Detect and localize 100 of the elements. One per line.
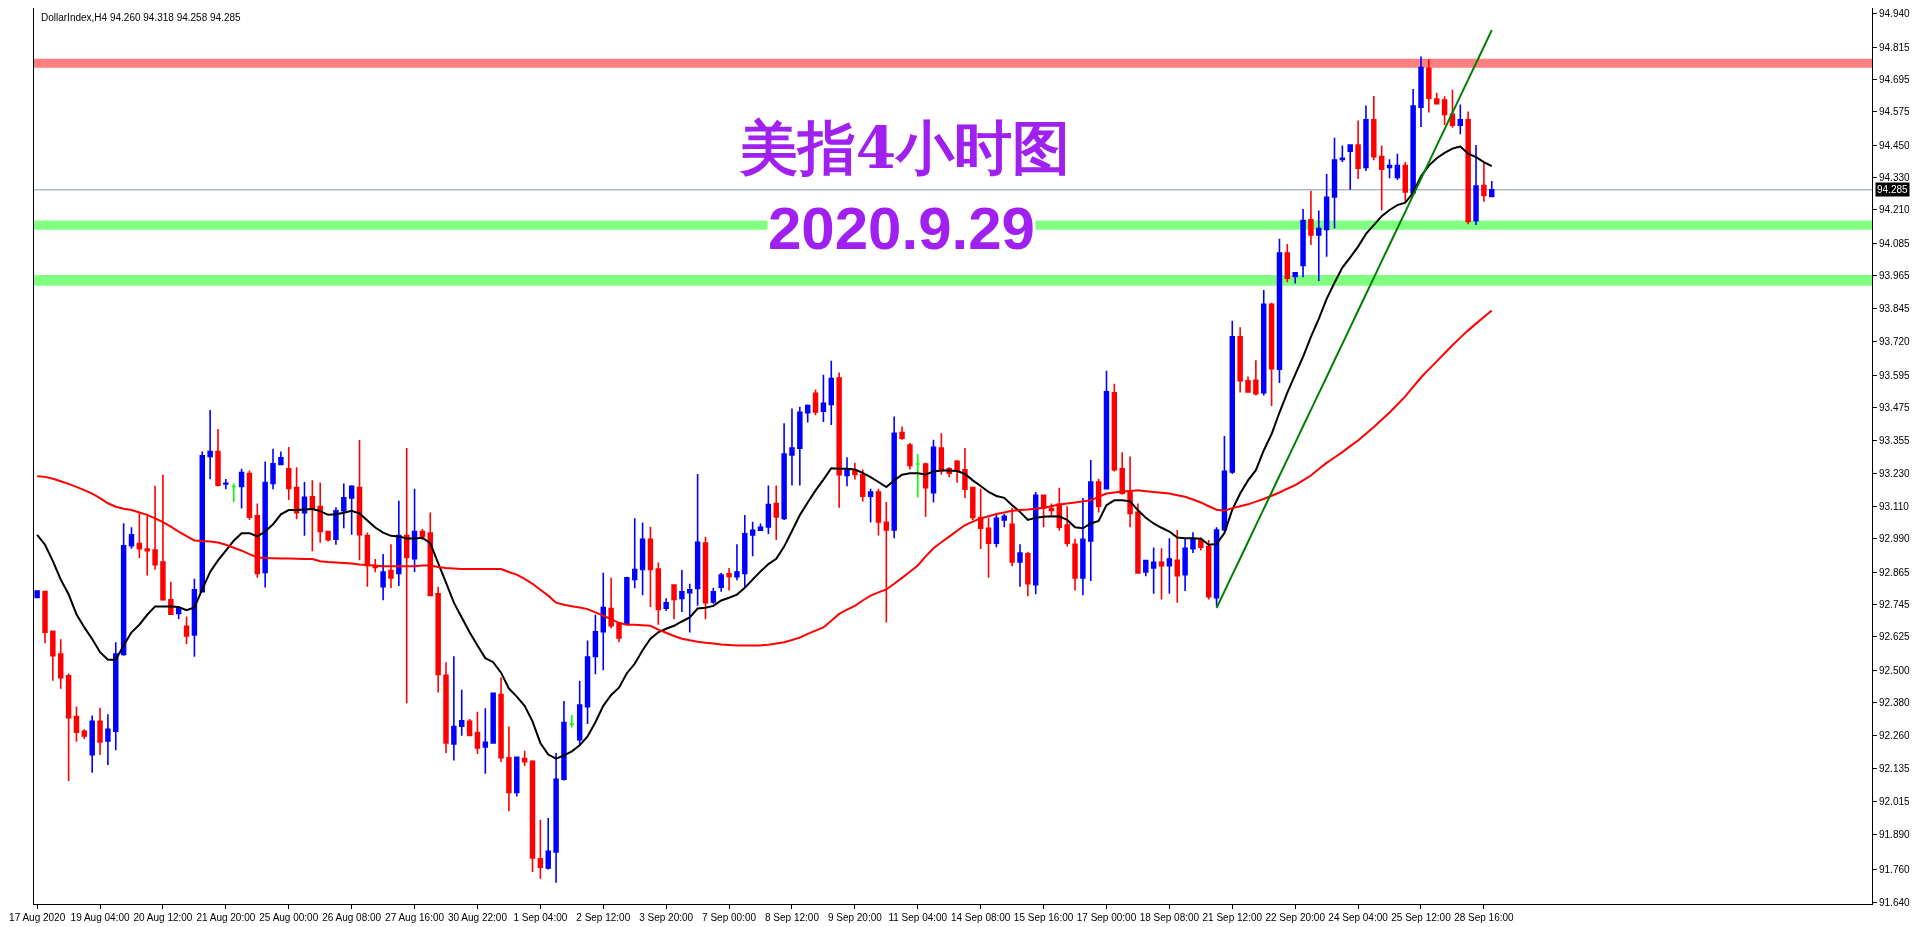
candlestick [663,597,669,612]
candlestick [1378,144,1385,212]
x-tick-label: 18 Sep 08:00 [1139,912,1200,923]
candlestick [545,817,551,871]
candlestick [1465,110,1471,226]
candlestick [1426,58,1432,114]
candlestick [341,482,347,530]
candlestick [144,515,150,577]
candlestick [215,428,221,488]
candlestick [553,752,559,884]
candlestick [687,582,693,634]
candlestick [506,725,512,813]
candlestick [396,500,402,587]
candlestick [1316,209,1322,282]
y-tick-label: 93.110 [1879,500,1910,512]
candlestick [97,706,103,756]
candlestick [388,543,394,590]
candlestick [1103,369,1110,491]
y-tick-label: 94.695 [1879,73,1911,85]
y-tick-label: 92.015 [1879,795,1911,807]
candlestick [734,543,740,582]
candlestick [977,487,984,550]
candlestick [309,479,316,552]
candlestick [1205,539,1212,601]
candlestick [694,473,701,607]
candlestick [773,484,779,541]
candlestick [797,406,803,487]
candlestick [1198,536,1204,552]
candlestick [317,481,323,544]
candlestick [427,511,434,597]
y-tick-label: 93.845 [1879,302,1911,314]
candlestick [348,484,355,536]
candlestick [1323,173,1330,258]
x-tick-label: 1 Sep 04:00 [513,912,568,923]
candlestick [702,535,709,621]
x-tick-label: 28 Sep 16:00 [1454,912,1515,923]
candlestick [860,468,866,503]
y-tick-label: 93.475 [1879,402,1911,414]
candlestick [584,639,591,725]
candlestick [238,467,245,510]
text: 美指4小时图 [738,114,1071,183]
candlestick [498,676,504,763]
x-tick-label: 8 Sep 12:00 [765,912,820,923]
candlestick [985,516,992,579]
candlestick [1025,551,1031,597]
candlestick [624,575,630,625]
candlestick [1080,497,1086,597]
candlestick [804,403,811,424]
ref-line-label: 94.285 [1877,184,1909,195]
candlestick [639,521,646,597]
x-tick-label: 27 Aug 16:00 [385,912,445,923]
candlestick [631,517,638,590]
candlestick [451,655,457,762]
y-tick-label: 93.230 [1879,468,1911,480]
candlestick [1253,359,1259,397]
x-tick-label: 21 Sep 12:00 [1202,912,1263,923]
candlestick [73,705,80,743]
candlestick [1284,243,1291,283]
candlestick [246,469,253,521]
candlestick [608,577,614,630]
candlestick [1072,538,1078,592]
candlestick [1363,104,1369,172]
candlestick [1473,144,1479,226]
candlestick [852,462,858,481]
candlestick [907,442,913,471]
candlestick [875,487,882,537]
candlestick [1489,180,1495,198]
candlestick [42,590,48,645]
candlestick [710,587,717,605]
candlestick [459,688,465,737]
candlestick [1088,459,1094,582]
candlestick [970,486,976,521]
candlestick [962,447,968,499]
y-tick-label: 91.760 [1879,864,1911,876]
x-tick-label: 20 Aug 12:00 [133,912,193,923]
candlestick [647,525,654,608]
y-tick-label: 94.085 [1879,238,1911,250]
x-tick-label: 19 Aug 04:00 [70,912,130,923]
candlestick [1111,382,1118,473]
candlestick [1402,161,1408,205]
candlestick [891,415,897,540]
candlestick [1347,144,1353,191]
candlestick [1064,505,1070,548]
candlestick [915,453,921,499]
x-tick-label: 17 Aug 2020 [9,912,66,923]
candlestick [749,521,756,558]
candlestick [1441,95,1448,126]
x-tick-label: 9 Sep 20:00 [827,912,883,923]
x-tick-label: 22 Sep 20:00 [1265,912,1326,923]
x-tick-label: 3 Sep 20:00 [639,912,694,923]
candlestick [113,641,119,752]
candlestick [136,512,143,559]
candlestick [183,615,190,645]
y-tick-label: 93.355 [1879,434,1911,446]
y-tick-label: 94.330 [1879,172,1911,184]
candlestick [1457,103,1464,136]
line-series [1215,29,1493,610]
y-tick-label: 94.940 [1879,7,1911,19]
candlestick [207,409,213,481]
candlestick [1182,537,1188,592]
